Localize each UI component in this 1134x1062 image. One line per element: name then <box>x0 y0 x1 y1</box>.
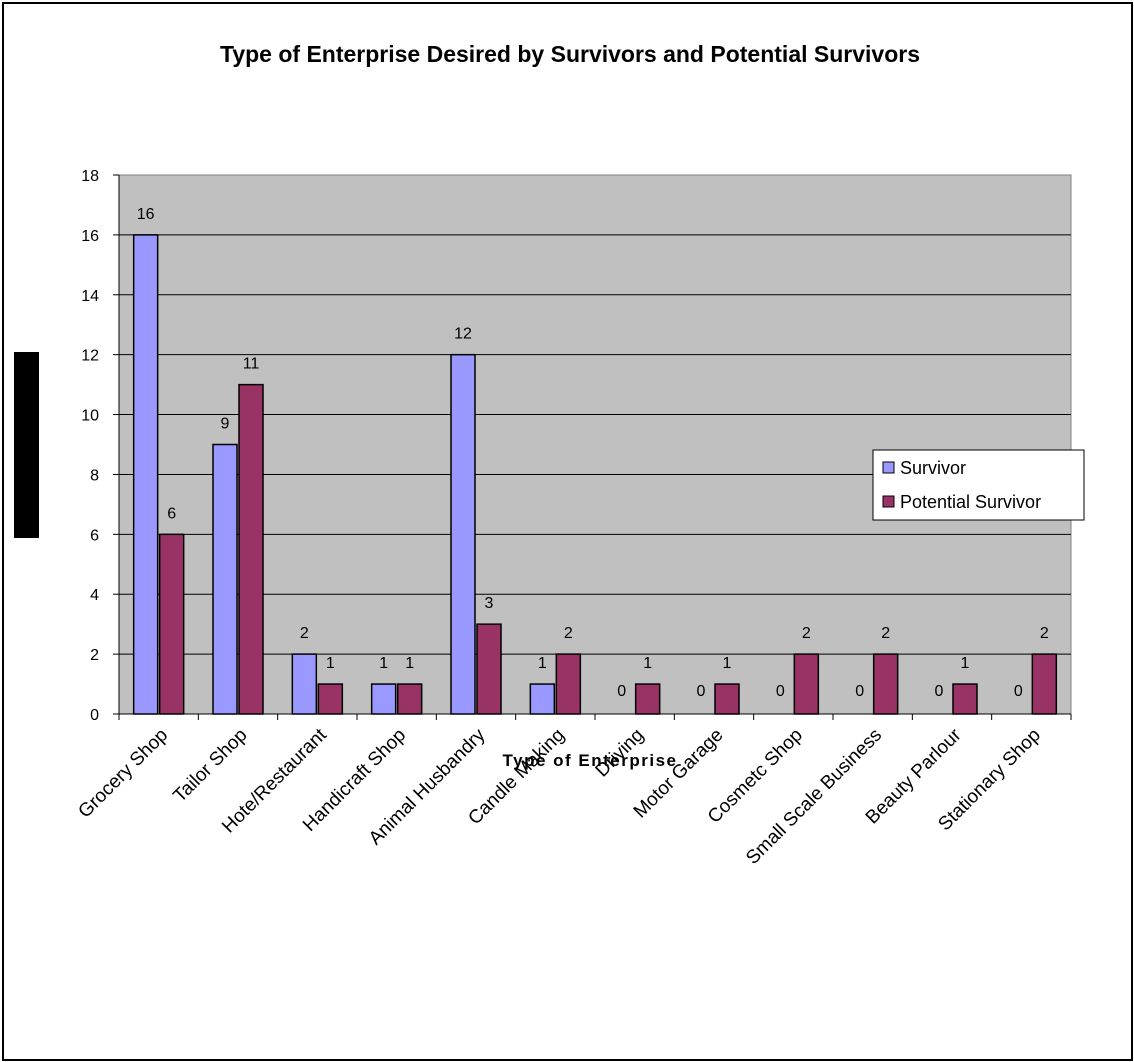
bar-survivor <box>132 234 159 715</box>
y-tick-label: 0 <box>90 707 99 724</box>
y-tick-label: 16 <box>81 228 99 245</box>
bar-potential-survivor <box>714 683 740 715</box>
bar-potential-survivor <box>317 683 344 715</box>
data-label: 2 <box>300 625 309 642</box>
side-black-bar <box>14 352 39 538</box>
bar-potential-survivor <box>1031 653 1058 715</box>
legend-swatch-potential-survivor <box>882 495 895 508</box>
data-label: 1 <box>961 655 970 672</box>
bar-survivor <box>291 653 318 715</box>
legend: Survivor Potential Survivor <box>872 449 1085 521</box>
y-tick-label: 4 <box>90 587 99 604</box>
data-label: 2 <box>1040 625 1049 642</box>
data-label: 0 <box>855 683 864 700</box>
y-tick-label: 12 <box>81 348 99 365</box>
data-label: 1 <box>538 655 547 672</box>
data-label: 16 <box>137 206 155 223</box>
data-label: 0 <box>776 683 785 700</box>
bar-survivor <box>212 443 238 715</box>
plot-area <box>118 174 1072 715</box>
bar-potential-survivor <box>476 623 502 715</box>
data-label: 1 <box>379 655 388 672</box>
data-label: 1 <box>405 655 414 672</box>
data-label: 2 <box>881 625 890 642</box>
y-tick-label: 10 <box>81 408 99 425</box>
y-tick-label: 14 <box>81 288 99 305</box>
bar-potential-survivor <box>158 533 185 715</box>
bars <box>132 234 1058 715</box>
x-axis-title: Type of Enterprise <box>503 751 678 770</box>
data-label: 11 <box>243 356 260 373</box>
data-label: 0 <box>935 683 944 700</box>
legend-box <box>872 449 1085 521</box>
data-label: 1 <box>643 655 652 672</box>
data-label: 9 <box>221 416 230 433</box>
bar-survivor <box>529 683 556 715</box>
data-label: 0 <box>617 683 626 700</box>
y-tick-label: 6 <box>90 527 99 544</box>
bar-potential-survivor <box>238 383 264 715</box>
bar-potential-survivor <box>634 683 661 715</box>
y-tick-label: 18 <box>81 168 99 185</box>
bar-potential-survivor <box>793 653 820 715</box>
bar-potential-survivor <box>872 653 899 715</box>
y-tick-label: 2 <box>90 647 99 664</box>
bar-survivor <box>370 683 397 715</box>
data-label: 0 <box>1014 683 1023 700</box>
bar-survivor <box>450 353 476 715</box>
data-label: 12 <box>454 326 472 343</box>
bar-potential-survivor <box>952 683 978 715</box>
data-label: 6 <box>167 505 176 522</box>
data-label: 0 <box>697 683 706 700</box>
bar-potential-survivor <box>396 683 423 715</box>
data-label: 2 <box>564 625 573 642</box>
y-axis: 0 2 4 6 8 10 12 14 16 18 <box>81 168 120 724</box>
legend-label-potential-survivor: Potential Survivor <box>900 492 1041 512</box>
chart-title: Type of Enterprise Desired by Survivors … <box>220 41 920 67</box>
data-label: 3 <box>485 595 494 612</box>
data-label: 2 <box>802 625 811 642</box>
bar-potential-survivor <box>555 653 582 715</box>
data-label: 1 <box>326 655 335 672</box>
legend-swatch-survivor <box>882 461 895 474</box>
legend-label-survivor: Survivor <box>900 458 966 478</box>
y-tick-label: 8 <box>90 467 99 484</box>
data-label: 1 <box>723 655 732 672</box>
